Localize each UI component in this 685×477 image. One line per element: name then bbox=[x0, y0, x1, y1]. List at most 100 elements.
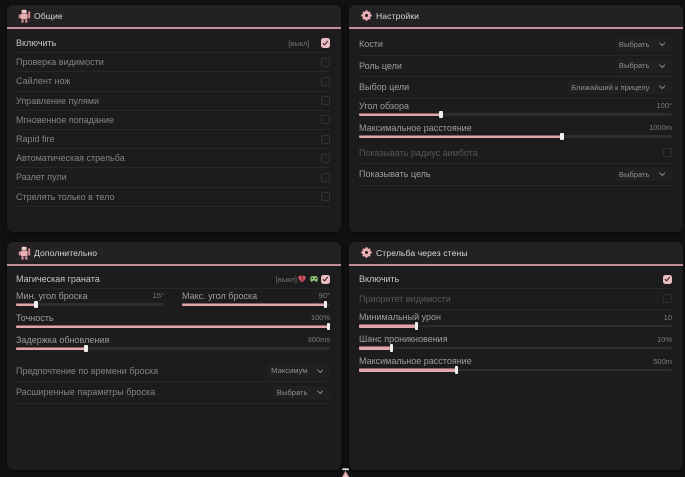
checkbox[interactable] bbox=[321, 192, 330, 202]
toggle-row[interactable]: Магическая граната [выкл] bbox=[16, 271, 330, 289]
slider-line: Минимальный урон 10 bbox=[359, 310, 672, 324]
toggle-row[interactable]: Мгновенное попадание bbox=[16, 111, 330, 130]
dropdown[interactable]: Выбрать bbox=[614, 167, 672, 181]
row-label: Расширенные параметры броска bbox=[16, 387, 156, 398]
panel-settings: Настройки Кости Выбрать Роль цели Выбрать Вы… bbox=[349, 5, 683, 232]
row-label: Выбор цели bbox=[359, 82, 410, 93]
slider-row: Макс. угол броска 90° bbox=[182, 289, 330, 311]
toggle-row[interactable]: Разлет пули bbox=[16, 168, 330, 188]
slider-row: Точность 100% bbox=[16, 311, 330, 333]
slider-handle[interactable] bbox=[560, 132, 564, 140]
toggle-row[interactable]: Управление пулями bbox=[16, 92, 330, 111]
slider-value: 300ms bbox=[307, 335, 330, 344]
toggle-row[interactable]: Сайлент нож bbox=[16, 72, 330, 92]
toggle-row[interactable]: Включить bbox=[359, 271, 672, 289]
slider-track[interactable] bbox=[359, 344, 672, 352]
chevron-down-icon bbox=[316, 368, 324, 374]
toggle-controls bbox=[321, 153, 330, 163]
row-label: Сайлент нож bbox=[16, 76, 71, 87]
dropdown[interactable]: Выбрать bbox=[614, 37, 672, 51]
slider-row: Минимальный урон 10 bbox=[359, 310, 672, 332]
slider-handle[interactable] bbox=[34, 300, 38, 308]
row-label: Приоритет видимости bbox=[359, 293, 451, 304]
checkbox[interactable] bbox=[321, 57, 330, 67]
checkbox[interactable] bbox=[320, 274, 330, 284]
panel-title: Общие bbox=[34, 10, 63, 21]
slider-pair-row: Мин. угол броска 15° Макс. угол броска 90° bbox=[16, 289, 330, 311]
checkbox[interactable] bbox=[320, 38, 330, 48]
slider-row: Шанс проникновения 10% bbox=[359, 332, 672, 354]
slider-handle[interactable] bbox=[454, 366, 459, 374]
slider-handle[interactable] bbox=[323, 300, 328, 308]
toggle-row[interactable]: Rapid fire bbox=[16, 130, 330, 150]
slider-track[interactable] bbox=[182, 300, 330, 308]
slider-track[interactable] bbox=[359, 132, 672, 140]
select-row: Кости Выбрать bbox=[359, 34, 672, 56]
slider-track[interactable] bbox=[359, 322, 672, 330]
slider-track[interactable] bbox=[16, 344, 330, 352]
row-label: Минимальный урон bbox=[359, 312, 442, 322]
panel-wallbang-header: Стрельба через стены bbox=[349, 242, 683, 266]
slider-value: 15° bbox=[152, 291, 164, 300]
toggle-row[interactable]: Приоритет видимости bbox=[359, 289, 672, 310]
toggle-row[interactable]: Включить [выкл] bbox=[16, 34, 330, 54]
toggle-controls bbox=[321, 96, 330, 106]
dropdown-value: Выбрать bbox=[618, 39, 650, 49]
row-label: Точность bbox=[16, 312, 54, 323]
row-label: Управление пулями bbox=[16, 95, 100, 106]
panel-settings-rows: Кости Выбрать Роль цели Выбрать Выбор цели Бл… bbox=[349, 29, 683, 186]
dropdown-value: Выбрать bbox=[276, 387, 308, 397]
checkbox[interactable] bbox=[321, 96, 330, 106]
slider-handle[interactable] bbox=[439, 110, 443, 118]
dropdown[interactable]: Максимум bbox=[267, 364, 330, 378]
slider-track[interactable] bbox=[359, 110, 672, 118]
dropdown-value: Максимум bbox=[271, 366, 308, 376]
row-label: Показывать цель bbox=[359, 169, 431, 180]
toggle-controls bbox=[321, 57, 330, 67]
toggle-row[interactable]: Автоматическая стрельба bbox=[16, 149, 330, 169]
row-label: Включить bbox=[16, 38, 57, 49]
checkbox[interactable] bbox=[321, 134, 330, 144]
dropdown[interactable]: Выбрать bbox=[272, 385, 330, 399]
toggle-controls bbox=[321, 192, 330, 202]
slider-handle[interactable] bbox=[326, 322, 330, 330]
dropdown-value: Ближайший к прицелу bbox=[571, 82, 650, 92]
slider-handle[interactable] bbox=[389, 344, 394, 352]
slider-fill bbox=[182, 302, 328, 306]
slider-track[interactable] bbox=[359, 366, 672, 374]
toggle-row[interactable]: Стрелять только в тело bbox=[16, 188, 330, 207]
scroll-up-indicator[interactable] bbox=[340, 466, 352, 477]
slider-fill bbox=[16, 302, 35, 306]
row-label: Магическая граната bbox=[16, 274, 100, 285]
slider-fill bbox=[359, 134, 563, 138]
toggle-row[interactable]: Проверка видимости bbox=[16, 53, 330, 73]
slider-fill bbox=[359, 112, 441, 116]
checkbox[interactable] bbox=[321, 76, 330, 86]
slider-handle[interactable] bbox=[414, 322, 419, 330]
checkbox[interactable] bbox=[321, 153, 330, 163]
broken-heart-icon[interactable] bbox=[298, 275, 306, 283]
toggle-row[interactable]: Показывать радиус аимбота bbox=[359, 143, 672, 164]
slider-handle[interactable] bbox=[84, 344, 88, 352]
gamepad-icon[interactable] bbox=[310, 275, 318, 283]
checkbox[interactable] bbox=[321, 115, 330, 125]
slider-track[interactable] bbox=[16, 300, 164, 308]
chevron-down-icon bbox=[316, 390, 324, 395]
slider-row: Задержка обновления 300ms bbox=[16, 333, 330, 355]
slider-line: Максимальное расстояние 500m bbox=[359, 354, 672, 368]
checkbox[interactable] bbox=[663, 294, 672, 304]
dropdown[interactable]: Выбрать bbox=[614, 59, 672, 73]
checkbox[interactable] bbox=[663, 148, 672, 158]
toggle-controls bbox=[321, 172, 330, 182]
toggle-controls: [выкл] bbox=[276, 274, 330, 284]
gear-icon bbox=[360, 9, 373, 23]
slider-fill bbox=[359, 324, 416, 328]
slider-track[interactable] bbox=[16, 322, 330, 330]
dropdown[interactable]: Ближайший к прицелу bbox=[567, 80, 672, 94]
slider-row: Угол обзора 100° bbox=[359, 99, 672, 121]
checkbox[interactable] bbox=[662, 274, 672, 284]
row-label: Предпочтение по времени броска bbox=[16, 365, 159, 376]
checkbox[interactable] bbox=[321, 172, 330, 182]
row-label: Rapid fire bbox=[16, 134, 55, 145]
row-label: Разлет пули bbox=[16, 172, 67, 183]
